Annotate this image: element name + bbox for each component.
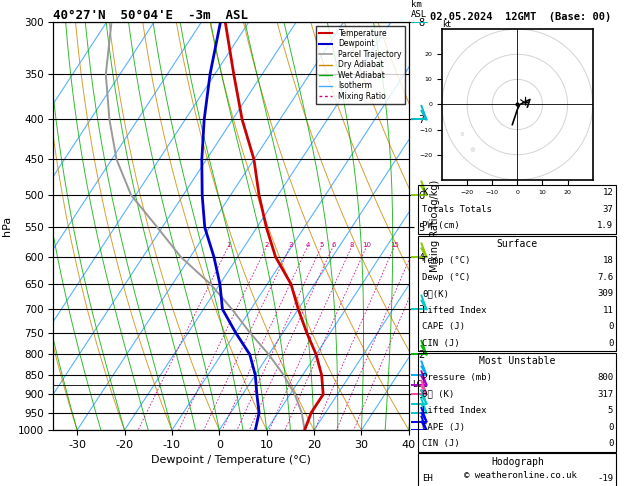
Text: Hodograph: Hodograph	[491, 457, 544, 467]
Text: LCL: LCL	[413, 381, 428, 389]
Y-axis label: Mixing Ratio (g/kg): Mixing Ratio (g/kg)	[430, 180, 440, 272]
Text: 02.05.2024  12GMT  (Base: 00): 02.05.2024 12GMT (Base: 00)	[430, 12, 611, 22]
Text: 5: 5	[320, 243, 324, 248]
Text: ⊕: ⊕	[469, 147, 475, 153]
Text: K: K	[422, 189, 428, 197]
Text: θᴜ (K): θᴜ (K)	[422, 390, 454, 399]
Text: Lifted Index: Lifted Index	[422, 406, 487, 415]
Text: EH: EH	[422, 474, 433, 483]
Text: 3: 3	[289, 243, 293, 248]
Text: Temp (°C): Temp (°C)	[422, 256, 470, 265]
Text: 5: 5	[608, 406, 613, 415]
Text: 8: 8	[350, 243, 355, 248]
Y-axis label: hPa: hPa	[2, 216, 12, 236]
X-axis label: Dewpoint / Temperature (°C): Dewpoint / Temperature (°C)	[151, 455, 311, 466]
Text: 10: 10	[362, 243, 372, 248]
Text: CAPE (J): CAPE (J)	[422, 322, 465, 331]
Text: 1: 1	[226, 243, 231, 248]
Text: 1.9: 1.9	[597, 222, 613, 230]
Text: PW (cm): PW (cm)	[422, 222, 460, 230]
Text: 4: 4	[306, 243, 310, 248]
Text: 15: 15	[391, 243, 399, 248]
Text: 11: 11	[603, 306, 613, 314]
Text: 40°27'N  50°04'E  -3m  ASL: 40°27'N 50°04'E -3m ASL	[53, 9, 248, 22]
Text: CIN (J): CIN (J)	[422, 339, 460, 347]
Text: θᴜ(K): θᴜ(K)	[422, 289, 449, 298]
Text: Lifted Index: Lifted Index	[422, 306, 487, 314]
Text: 800: 800	[597, 373, 613, 382]
Text: 37: 37	[603, 205, 613, 214]
Text: Most Unstable: Most Unstable	[479, 356, 555, 366]
Text: 7.6: 7.6	[597, 273, 613, 281]
Text: ⊕: ⊕	[460, 132, 464, 137]
Text: 0: 0	[608, 322, 613, 331]
Text: 0: 0	[608, 339, 613, 347]
Text: © weatheronline.co.uk: © weatheronline.co.uk	[464, 471, 577, 480]
Text: kt: kt	[442, 20, 451, 29]
Text: 18: 18	[603, 256, 613, 265]
Text: km
ASL: km ASL	[411, 0, 427, 19]
Legend: Temperature, Dewpoint, Parcel Trajectory, Dry Adiabat, Wet Adiabat, Isotherm, Mi: Temperature, Dewpoint, Parcel Trajectory…	[316, 26, 405, 104]
Text: CIN (J): CIN (J)	[422, 439, 460, 448]
Text: 6: 6	[331, 243, 336, 248]
Text: 20: 20	[411, 243, 420, 248]
Text: Surface: Surface	[497, 239, 538, 249]
Text: 0: 0	[608, 439, 613, 448]
Text: 309: 309	[597, 289, 613, 298]
Text: -19: -19	[597, 474, 613, 483]
Text: Totals Totals: Totals Totals	[422, 205, 492, 214]
Text: 317: 317	[597, 390, 613, 399]
Text: 2: 2	[265, 243, 269, 248]
Text: CAPE (J): CAPE (J)	[422, 423, 465, 432]
Text: Dewp (°C): Dewp (°C)	[422, 273, 470, 281]
Text: 0: 0	[608, 423, 613, 432]
Text: 25: 25	[427, 243, 436, 248]
Text: Pressure (mb): Pressure (mb)	[422, 373, 492, 382]
Text: 12: 12	[603, 189, 613, 197]
